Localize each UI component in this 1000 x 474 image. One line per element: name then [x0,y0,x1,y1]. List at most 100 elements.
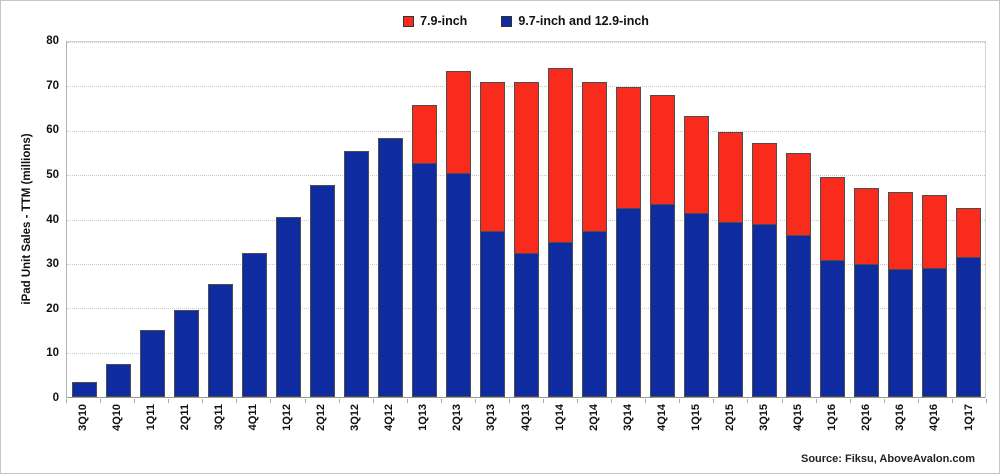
x-tick-label-1Q15: 1Q15 [689,404,702,431]
x-tick-label-4Q10: 4Q10 [110,404,123,431]
bar-segment-9-7-inch-and-12-9-inch [955,257,981,397]
bar-segment-9-7-inch-and-12-9-inch [513,252,539,397]
x-label-slot-1Q14: 1Q14 [543,404,577,452]
x-tick-mark [986,399,987,403]
bar-2Q12 [305,42,339,397]
x-tick-mark [338,399,340,403]
bar-segment-7-9-inch [513,81,539,253]
bar-segment-9-7-inch-and-12-9-inch [887,269,913,397]
x-tick-mark [781,399,783,403]
x-tick-mark [372,399,374,403]
bar-stack-2Q15 [717,42,743,397]
bar-segment-9-7-inch-and-12-9-inch [683,213,709,397]
bar-stack-4Q10 [105,42,131,397]
bar-segment-9-7-inch-and-12-9-inch [649,204,675,397]
x-tick-label-3Q15: 3Q15 [758,404,771,431]
bar-stack-4Q15 [785,42,811,397]
x-tick-label-4Q14: 4Q14 [655,404,668,431]
bar-segment-9-7-inch-and-12-9-inch [105,363,131,397]
bar-segment-7-9-inch [921,194,947,269]
bar-segment-7-9-inch [853,187,879,265]
x-tick-mark [849,399,851,403]
x-label-slot-2Q12: 2Q12 [305,404,339,452]
gridline-80 [67,42,985,43]
bar-3Q13 [475,42,509,397]
bar-stack-4Q14 [649,42,675,397]
x-tick-label-1Q14: 1Q14 [553,404,566,431]
bar-segment-7-9-inch [751,142,777,224]
y-tick-label-30: 30 [46,258,59,271]
x-tick-mark [202,399,204,403]
bar-segment-9-7-inch-and-12-9-inch [819,259,845,397]
x-label-slot-4Q12: 4Q12 [373,404,407,452]
bar-stack-3Q16 [887,42,913,397]
x-tick-mark [100,399,102,403]
bar-segment-7-9-inch [683,115,709,214]
x-label-slot-4Q15: 4Q15 [782,404,816,452]
x-tick-label-3Q14: 3Q14 [621,404,634,431]
bar-4Q14 [645,42,679,397]
x-label-slot-1Q13: 1Q13 [407,404,441,452]
legend-item-9-7-and-12-9-inch: 9.7-inch and 12.9-inch [501,14,649,28]
bar-stack-4Q16 [921,42,947,397]
x-tick-label-2Q12: 2Q12 [315,404,328,431]
x-tick-label-3Q13: 3Q13 [485,404,498,431]
bar-2Q16 [849,42,883,397]
x-tick-label-1Q17: 1Q17 [962,404,975,431]
bar-segment-9-7-inch-and-12-9-inch [173,310,199,397]
x-label-slot-1Q17: 1Q17 [952,404,986,452]
legend: 7.9-inch 9.7-inch and 12.9-inch [66,9,986,33]
bar-4Q15 [781,42,815,397]
bar-stack-3Q10 [71,42,97,397]
bar-stack-3Q12 [343,42,369,397]
y-tick-label-70: 70 [46,79,59,92]
y-tick-label-50: 50 [46,168,59,181]
x-label-slot-2Q16: 2Q16 [850,404,884,452]
source-credit: Source: Fiksu, AboveAvalon.com [800,453,975,465]
bar-1Q12 [271,42,305,397]
x-tick-mark [508,399,510,403]
x-tick-mark [543,399,545,403]
x-tick-label-4Q15: 4Q15 [792,404,805,431]
x-label-slot-2Q15: 2Q15 [713,404,747,452]
y-tick-label-0: 0 [52,392,59,404]
plot-area [66,41,986,398]
legend-swatch-7-9-inch [403,15,415,27]
x-label-slot-3Q12: 3Q12 [339,404,373,452]
bar-segment-9-7-inch-and-12-9-inch [309,185,335,397]
x-tick-label-2Q15: 2Q15 [724,404,737,431]
bar-stack-3Q13 [479,42,505,397]
x-tick-mark [168,399,170,403]
bar-segment-7-9-inch [717,132,743,222]
x-tick-label-4Q12: 4Q12 [383,404,396,431]
x-label-slot-3Q10: 3Q10 [66,404,100,452]
bar-segment-9-7-inch-and-12-9-inch [921,268,947,397]
x-tick-mark [883,399,885,403]
bar-segment-9-7-inch-and-12-9-inch [207,283,233,397]
bar-segment-7-9-inch [785,153,811,236]
x-label-slot-4Q11: 4Q11 [236,404,270,452]
bar-segment-9-7-inch-and-12-9-inch [445,173,471,397]
bar-stack-2Q12 [309,42,335,397]
bar-segment-7-9-inch [411,105,437,163]
legend-label-9-7-and-12-9-inch: 9.7-inch and 12.9-inch [518,14,649,28]
x-tick-mark [66,399,67,403]
x-label-slot-4Q10: 4Q10 [100,404,134,452]
bar-stack-4Q11 [241,42,267,397]
x-tick-label-3Q12: 3Q12 [349,404,362,431]
x-tick-mark [917,399,919,403]
bar-3Q14 [611,42,645,397]
bar-1Q13 [407,42,441,397]
bar-segment-7-9-inch [955,207,981,258]
x-tick-label-3Q10: 3Q10 [76,404,89,431]
y-tick-label-40: 40 [46,213,59,226]
bar-stack-1Q11 [139,42,165,397]
x-tick-mark [679,399,681,403]
bar-segment-7-9-inch [819,176,845,260]
legend-label-7-9-inch: 7.9-inch [420,14,468,28]
x-tick-mark [577,399,579,403]
bar-segment-7-9-inch [445,71,471,174]
bar-stack-2Q14 [581,42,607,397]
bars-container [67,42,985,397]
x-tick-label-4Q11: 4Q11 [246,404,259,431]
